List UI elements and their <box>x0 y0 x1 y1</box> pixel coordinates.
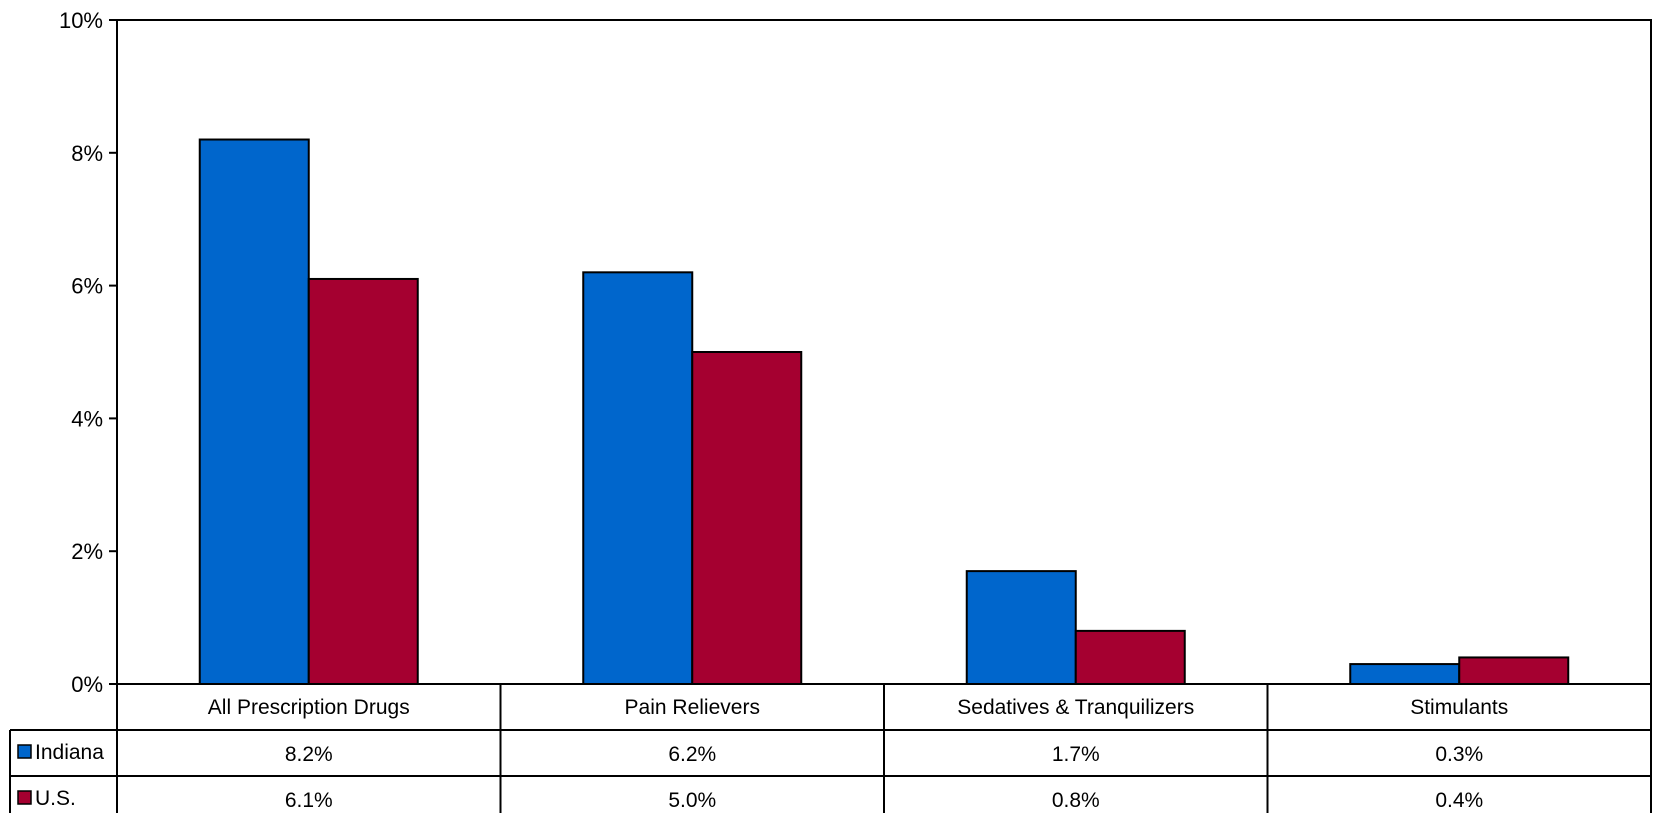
y-axis: 0% 2% 4% 6% 8% 10% <box>59 8 117 697</box>
category-label: All Prescription Drugs <box>208 696 410 719</box>
data-table-cell: 0.3% <box>1435 743 1483 766</box>
y-tick-label: 6% <box>71 274 103 299</box>
data-table-cell: 8.2% <box>285 743 333 766</box>
bar-us <box>691 351 803 685</box>
data-table-cell: 5.0% <box>668 789 716 812</box>
data-table-cell: 1.7% <box>1052 743 1100 766</box>
bar-indiana <box>1349 663 1461 686</box>
bar-us <box>307 277 419 685</box>
bar-us <box>1074 629 1186 686</box>
legend-label: Indiana <box>35 741 104 764</box>
y-tick-label: 10% <box>59 8 103 33</box>
y-tick-label: 0% <box>71 672 103 697</box>
data-table-cell: 0.4% <box>1435 789 1483 812</box>
y-tick-label: 2% <box>71 539 103 564</box>
bars-layer <box>198 138 1570 686</box>
category-label: Sedatives & Tranquilizers <box>957 696 1194 719</box>
bar-indiana <box>965 570 1077 685</box>
y-tick-label: 4% <box>71 406 103 431</box>
bar-indiana <box>198 138 310 685</box>
bar-indiana <box>582 271 694 685</box>
y-tick-label: 8% <box>71 141 103 166</box>
category-label: Pain Relievers <box>625 696 760 719</box>
data-table-cell: 0.8% <box>1052 789 1100 812</box>
data-table-cell: 6.1% <box>285 789 333 812</box>
data-table-cell: 6.2% <box>668 743 716 766</box>
legend-swatch <box>17 744 32 759</box>
legend-swatch <box>17 790 32 805</box>
category-label: Stimulants <box>1410 696 1508 719</box>
data-table: All Prescription Drugs Pain Relievers Seda… <box>9 683 1652 813</box>
bar-us <box>1458 656 1570 686</box>
legend-label: U.S. <box>35 787 76 810</box>
